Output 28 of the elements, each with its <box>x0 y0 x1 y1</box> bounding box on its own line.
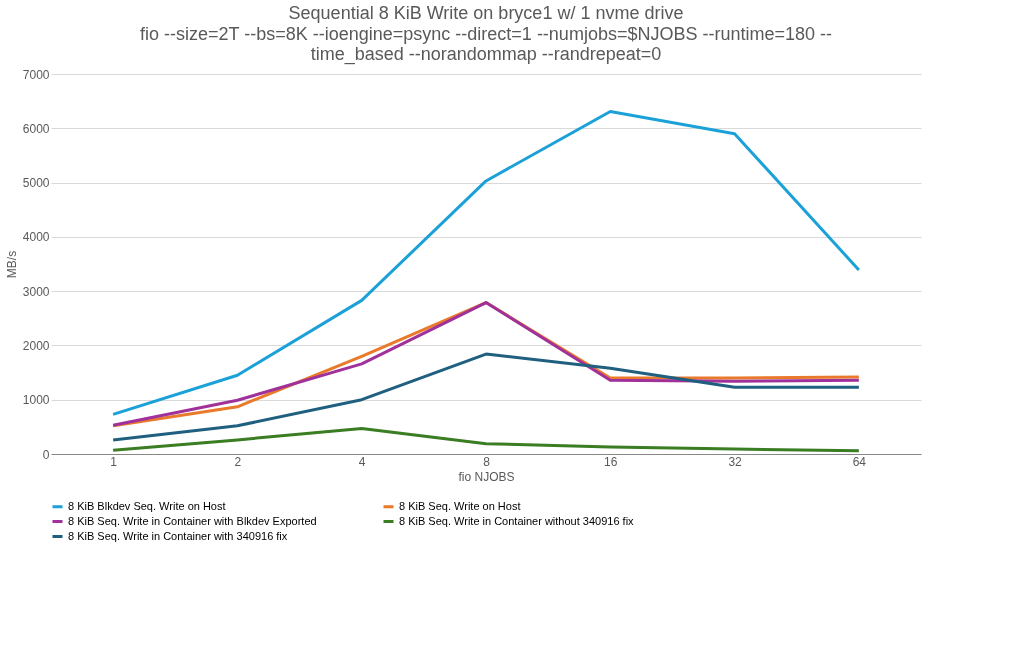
x-tick-label: 4 <box>358 454 366 469</box>
x-tick-label: 1 <box>110 454 118 469</box>
chart-title: Sequential 8 KiB Write on bryce1 w/ 1 nvme drive <box>288 3 684 23</box>
y-tick-label: 6000 <box>22 121 50 136</box>
y-tick-label: 5000 <box>22 176 50 191</box>
legend-label: 8 KiB Seq. Write in Container without 340916 fix <box>399 514 635 527</box>
x-tick-label: 64 <box>852 454 867 469</box>
x-tick-label: 16 <box>604 454 618 469</box>
text: time_based --norandommap --randrepeat=0 <box>310 44 662 64</box>
x-tick-label: 2 <box>234 454 242 469</box>
legend-label: 8 KiB Seq. Write in Container with 340916 fix <box>68 529 288 542</box>
y-tick-label: 1000 <box>22 393 50 408</box>
legend-label: 8 KiB Seq. Write on Host <box>399 499 521 512</box>
line-series <box>111 109 861 416</box>
y-tick-label: 2000 <box>22 338 50 353</box>
x-tick-label: 8 <box>483 454 491 469</box>
y-tick-label: 3000 <box>22 284 50 299</box>
x-tick-label: 32 <box>728 454 743 469</box>
line-series <box>111 426 861 453</box>
y-tick-label: 0 <box>42 447 50 462</box>
y-axis-title: MB/s <box>4 250 19 279</box>
text: fio --size=2T --bs=8K --ioengine=psync --direct=1 --numjobs=$NJOBS --runtime=180 -- <box>140 24 832 44</box>
line-series <box>111 352 861 442</box>
legend-label: 8 KiB Blkdev Seq. Write on Host <box>68 499 226 512</box>
legend-label: 8 KiB Seq. Write in Container with Blkdev Exported <box>68 514 317 527</box>
y-tick-label: 4000 <box>22 230 50 245</box>
y-tick-label: 7000 <box>22 67 50 82</box>
x-axis-title: fio NJOBS <box>458 469 515 484</box>
